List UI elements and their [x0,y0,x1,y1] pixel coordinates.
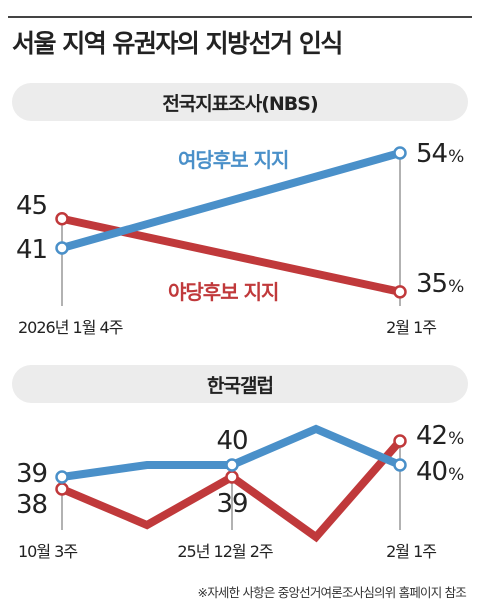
nbs-series-opposition-point-1 [393,285,407,299]
gallup-series-opposition-point-5 [393,434,407,448]
main-title: 서울 지역 유권자의 지방선거 인식 [12,29,343,58]
gallup-series-ruling-point-2 [225,458,239,472]
nbs-tick-label-start: 2026년 1월 4주 [18,318,123,337]
nbs-series-ruling-point-0 [55,241,69,255]
gallup-tick-label-start: 10월 3주 [18,542,77,561]
gallup-value-label-ruling-start: 39 [16,459,47,489]
nbs-tick-label-end: 2월 1주 [386,318,436,337]
nbs-panel-title: 전국지표조사(NBS) [162,92,318,115]
gallup-value-label-opposition-start: 38 [16,490,47,520]
gallup-series-ruling-point-0 [55,470,69,484]
nbs-series-label-ruling: 여당후보 지지 [178,148,288,172]
nbs-panel-header: 전국지표조사(NBS) [12,83,468,121]
gallup-series-opposition-point-0 [55,482,69,496]
gallup-tick-label-end: 2월 1주 [386,542,436,561]
gallup-value-label-ruling-mid: 40 [216,426,247,456]
gallup-value-label-opposition-mid: 39 [216,489,247,519]
footnote: ※자세한 사항은 중앙선거여론조사심의위 홈페이지 참조 [197,585,467,600]
nbs-value-label-ruling-start: 41 [16,235,47,265]
nbs-series-label-opposition: 야당후보 지지 [168,280,278,304]
nbs-value-label-opposition-start: 45 [16,191,47,221]
nbs-series-ruling-point-1 [393,146,407,160]
nbs-series-ruling-line [58,149,404,252]
gallup-value-label-opposition-end: 42% [416,421,464,451]
gallup-series-ruling-point-5 [393,458,407,472]
gallup-panel-title: 한국갤럽 [207,374,274,397]
nbs-series-opposition-point-0 [55,212,69,226]
gallup-value-label-ruling-end: 40% [416,457,464,487]
gallup-series-opposition-point-2 [225,470,239,484]
top-rule [8,16,472,18]
gallup-panel-header: 한국갤럽 [12,365,468,403]
gallup-tick-label-mid: 25년 12월 2주 [177,542,273,561]
